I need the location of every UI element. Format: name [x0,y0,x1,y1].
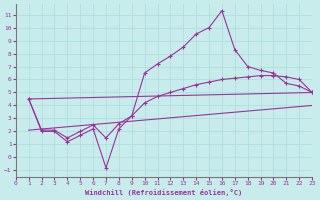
X-axis label: Windchill (Refroidissement éolien,°C): Windchill (Refroidissement éolien,°C) [85,189,243,196]
